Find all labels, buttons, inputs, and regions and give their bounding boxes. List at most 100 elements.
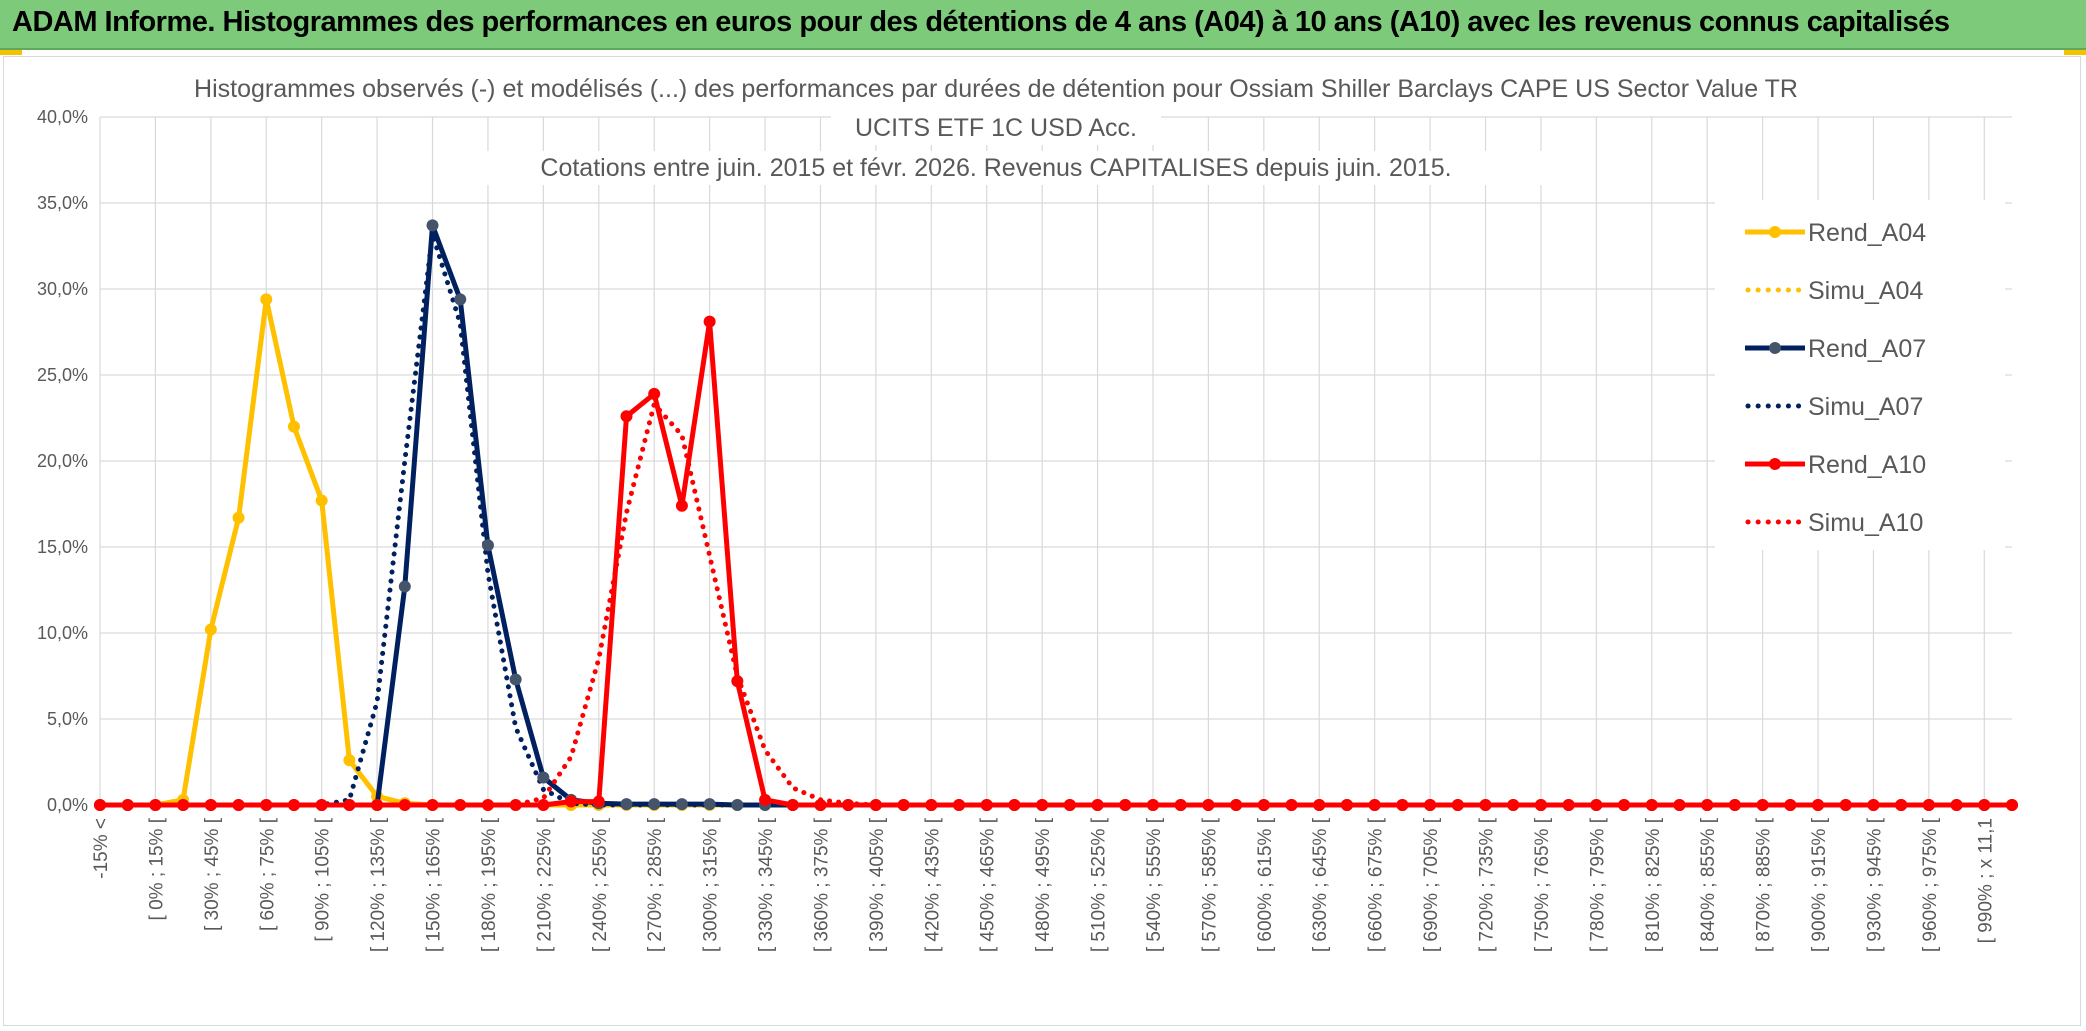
corner-accent-left bbox=[0, 50, 22, 55]
legend-label: Rend_A04 bbox=[1808, 219, 1926, 247]
legend-label: Rend_A10 bbox=[1808, 451, 1926, 479]
data-point bbox=[287, 420, 300, 433]
data-point bbox=[398, 799, 411, 811]
x-tick-label: [ 240% ; 255% [ bbox=[590, 817, 611, 952]
x-tick-label: [ 480% ; 495% [ bbox=[1033, 817, 1054, 952]
x-tick-label: [ 720% ; 735% [ bbox=[1477, 817, 1498, 952]
data-point bbox=[842, 799, 855, 811]
legend-marker bbox=[1769, 226, 1781, 238]
data-point bbox=[1784, 799, 1797, 811]
x-tick-label: [ 690% ; 705% [ bbox=[1421, 817, 1442, 952]
chart-title-line: UCITS ETF 1C USD Acc. bbox=[855, 114, 1137, 142]
x-tick-label: -15% < bbox=[91, 818, 112, 879]
y-tick-label: 20,0% bbox=[37, 451, 88, 471]
data-point bbox=[1701, 799, 1714, 811]
data-point bbox=[315, 799, 328, 811]
data-point bbox=[509, 673, 522, 686]
legend-label: Simu_A07 bbox=[1808, 393, 1923, 421]
x-tick-label: [ 660% ; 675% [ bbox=[1366, 817, 1387, 952]
data-point bbox=[426, 219, 439, 232]
chart-title: Histogrammes observés (-) et modélisés (… bbox=[194, 72, 1798, 185]
data-point bbox=[731, 675, 744, 688]
data-point bbox=[731, 799, 744, 811]
x-tick-label: [ 510% ; 525% [ bbox=[1089, 817, 1110, 952]
legend-label: Simu_A04 bbox=[1808, 277, 1923, 305]
data-point bbox=[481, 799, 494, 811]
x-tick-label: [ 930% ; 945% [ bbox=[1864, 817, 1885, 952]
data-point bbox=[1202, 799, 1215, 811]
data-point bbox=[260, 799, 273, 811]
x-tick-label: [ 990% ; x 11,1 bbox=[1975, 818, 1996, 943]
x-tick-label: [ 60% ; 75% [ bbox=[257, 817, 278, 931]
data-point bbox=[343, 754, 356, 767]
data-point bbox=[1895, 799, 1908, 811]
data-point bbox=[786, 799, 799, 811]
x-tick-label: [ 900% ; 915% [ bbox=[1809, 817, 1830, 952]
data-point bbox=[592, 795, 605, 808]
data-point bbox=[177, 799, 190, 811]
data-point bbox=[1728, 799, 1741, 811]
data-point bbox=[343, 799, 356, 811]
y-tick-label: 5,0% bbox=[47, 709, 88, 729]
data-point bbox=[1673, 799, 1686, 811]
data-point bbox=[675, 798, 688, 811]
data-point bbox=[1257, 799, 1270, 811]
chart-frame bbox=[3, 56, 2081, 1026]
data-point bbox=[260, 293, 273, 306]
x-tick-label: [ 0% ; 15% [ bbox=[146, 817, 167, 920]
x-tick-label: [ 810% ; 825% [ bbox=[1643, 817, 1664, 952]
y-tick-label: 25,0% bbox=[37, 365, 88, 385]
corner-accent-right bbox=[2064, 50, 2086, 55]
data-point bbox=[953, 799, 966, 811]
title-background bbox=[436, 151, 1556, 185]
legend-marker bbox=[1769, 342, 1781, 354]
data-point bbox=[1590, 799, 1603, 811]
x-tick-label: [ 630% ; 645% [ bbox=[1310, 817, 1331, 952]
x-tick-label: [ 420% ; 435% [ bbox=[922, 817, 943, 952]
data-point bbox=[287, 799, 300, 811]
x-tick-label: [ 450% ; 465% [ bbox=[978, 817, 999, 952]
x-tick-label: [ 300% ; 315% [ bbox=[701, 817, 722, 952]
data-point bbox=[1285, 799, 1298, 811]
data-point bbox=[481, 539, 494, 552]
chart-title-line: Cotations entre juin. 2015 et févr. 2026… bbox=[540, 154, 1451, 182]
x-tick-label: [ 210% ; 225% [ bbox=[534, 817, 555, 952]
data-point bbox=[1922, 799, 1935, 811]
y-tick-label: 15,0% bbox=[37, 537, 88, 557]
data-point bbox=[1839, 799, 1852, 811]
data-point bbox=[703, 315, 716, 328]
y-tick-label: 35,0% bbox=[37, 193, 88, 213]
x-tick-label: [ 150% ; 165% [ bbox=[424, 817, 445, 952]
data-point bbox=[565, 795, 578, 808]
x-tick-label: [ 90% ; 105% [ bbox=[313, 817, 334, 941]
x-tick-label: [ 570% ; 585% [ bbox=[1199, 817, 1220, 952]
data-point bbox=[648, 387, 661, 400]
data-point bbox=[509, 799, 522, 811]
data-point bbox=[1424, 799, 1437, 811]
x-tick-label: [ 840% ; 855% [ bbox=[1698, 817, 1719, 952]
data-point bbox=[537, 799, 550, 811]
data-point bbox=[1174, 799, 1187, 811]
x-tick-label: [ 330% ; 345% [ bbox=[756, 817, 777, 952]
x-tick-label: [ 390% ; 405% [ bbox=[867, 817, 888, 952]
data-point bbox=[204, 799, 217, 811]
data-point bbox=[94, 799, 106, 811]
data-point bbox=[149, 799, 162, 811]
y-tick-label: 40,0% bbox=[37, 107, 88, 127]
page-title: ADAM Informe. Histogrammes des performan… bbox=[12, 6, 1950, 38]
data-point bbox=[1091, 799, 1104, 811]
x-tick-label: [ 180% ; 195% [ bbox=[479, 817, 500, 952]
title-background bbox=[196, 72, 1796, 106]
data-point bbox=[1618, 799, 1631, 811]
data-point bbox=[1756, 799, 1769, 811]
data-point bbox=[426, 799, 439, 811]
x-tick-label: [ 30% ; 45% [ bbox=[202, 817, 223, 931]
data-point bbox=[1950, 799, 1963, 811]
data-point bbox=[398, 580, 411, 593]
data-point bbox=[232, 799, 245, 811]
x-tick-label: [ 750% ; 765% [ bbox=[1532, 817, 1553, 952]
data-point bbox=[814, 799, 827, 811]
data-point bbox=[1036, 799, 1049, 811]
data-point bbox=[1812, 799, 1825, 811]
